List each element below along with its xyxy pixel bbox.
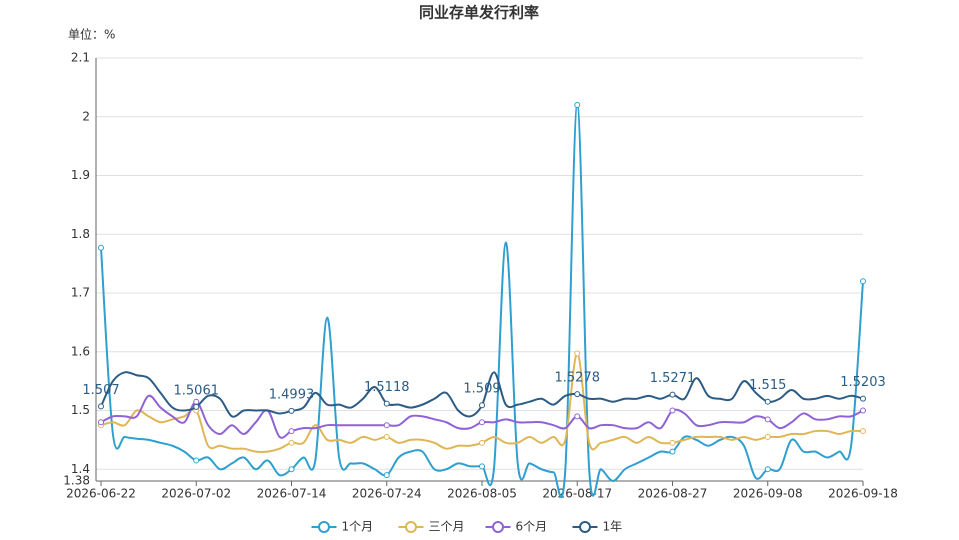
point [288,466,295,473]
point [574,391,581,398]
y-tick-label: 1.9 [71,168,90,182]
data-label: 1.5271 [650,371,696,386]
point [764,466,771,473]
point [764,433,771,440]
legend-label[interactable]: 1年 [603,520,623,534]
point [669,448,676,455]
point [669,439,676,446]
point [288,428,295,435]
legend-icon[interactable] [579,521,591,533]
point [383,422,390,429]
point [860,428,866,435]
x-tick-label: 2026-08-27 [638,487,708,501]
x-tick-label: 2026-09-18 [828,487,898,501]
point [860,278,866,285]
legend-label[interactable]: 1个月 [342,520,374,534]
data-label: 1.507 [82,383,119,398]
point [479,439,485,446]
point [193,398,200,405]
point [383,400,390,407]
x-tick-label: 2026-09-08 [733,487,803,501]
point [574,413,581,420]
point [383,433,390,440]
point [479,463,485,470]
data-label: 1.5061 [174,383,220,398]
data-label: 1.4993 [269,387,315,402]
y-tick-label: 2 [82,109,90,123]
y-tick-label: 2.1 [71,51,90,65]
data-label: 1.5118 [364,380,410,395]
y-tick-label: 1.8 [71,227,90,241]
x-tick-label: 2026-07-24 [352,487,422,501]
point [193,457,200,464]
point [98,419,104,426]
legend-label[interactable]: 6个月 [516,520,548,534]
point [860,407,866,414]
x-tick-label: 2026-06-22 [66,487,136,501]
point [288,439,295,446]
data-label: 1.509 [463,382,500,397]
chart-title: 同业存单发行利率 [419,4,539,22]
x-tick-label: 2026-07-02 [161,487,231,501]
legend-icon[interactable] [405,521,417,533]
point [860,395,866,402]
data-label: 1.5278 [555,371,601,386]
x-tick-label: 2026-08-17 [542,487,612,501]
point [479,402,485,409]
point [669,407,676,414]
point [288,407,295,414]
point [764,416,771,423]
y-tick-label: 1.7 [71,286,90,300]
point [574,102,581,108]
y-tick-label: 1.6 [71,344,90,358]
x-tick-label: 2026-08-05 [447,487,517,501]
point [669,391,676,398]
y-tick-label: 1.38 [63,474,90,488]
point [479,419,485,426]
point [383,472,390,479]
legend-icon[interactable] [492,521,504,533]
point [98,244,104,251]
point [193,403,200,410]
point [574,350,581,357]
data-label: 1.5203 [840,375,886,390]
y-tick-label: 1.4 [71,462,90,476]
series-line [100,394,864,439]
x-tick-label: 2026-07-14 [257,487,327,501]
y-unit: 单位：% [68,27,115,42]
point [764,398,771,405]
legend-label[interactable]: 三个月 [429,520,465,534]
data-label: 1.515 [749,378,786,393]
point [98,403,104,410]
series-line [100,103,864,499]
y-tick-label: 1.5 [71,403,90,417]
legend-icon[interactable] [318,521,330,533]
